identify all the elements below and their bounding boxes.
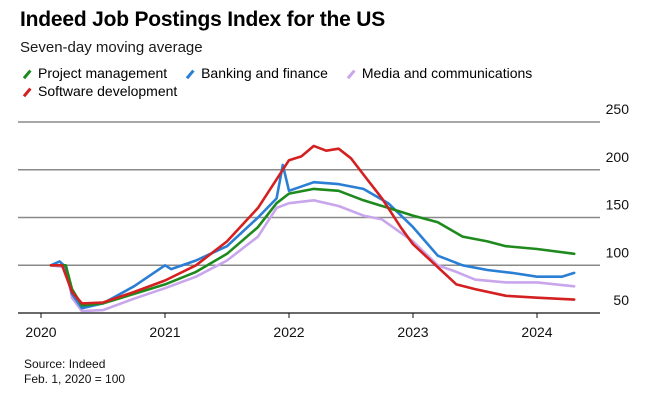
y-tick-label: 250: [606, 101, 630, 117]
x-tick-label: 2023: [397, 324, 428, 340]
legend-label: Project management: [38, 65, 168, 81]
x-tick-label: 2022: [273, 324, 304, 340]
x-tick-label: 2024: [521, 324, 552, 340]
x-tick-label: 2021: [149, 324, 180, 340]
legend-label: Software development: [38, 83, 178, 99]
legend-item-media-communications: Media and communications: [344, 64, 532, 82]
chart-title: Indeed Job Postings Index for the US: [20, 8, 386, 31]
legend-label: Banking and finance: [201, 65, 328, 81]
base-note: Feb. 1, 2020 = 100: [24, 372, 126, 386]
y-tick-label: 50: [613, 292, 629, 308]
source-note: Source: Indeed Feb. 1, 2020 = 100: [24, 357, 125, 387]
legend-item-banking-finance: Banking and finance: [183, 64, 328, 82]
legend: Project management Banking and finance M…: [20, 64, 620, 100]
x-tick-label: 2020: [25, 324, 56, 340]
chart-subtitle: Seven-day moving average: [20, 39, 203, 56]
y-tick-label: 100: [606, 244, 630, 260]
legend-item-software-development: Software development: [20, 82, 177, 100]
series-line-software-development: [49, 144, 576, 305]
y-tick-label: 200: [606, 149, 630, 165]
series-line-media-and-communications: [49, 199, 576, 313]
legend-label: Media and communications: [361, 65, 533, 81]
source-line: Source: Indeed: [24, 357, 106, 371]
legend-item-project-management: Project management: [20, 64, 167, 82]
y-tick-label: 150: [606, 197, 630, 213]
series-line-banking-and-finance: [49, 163, 576, 310]
